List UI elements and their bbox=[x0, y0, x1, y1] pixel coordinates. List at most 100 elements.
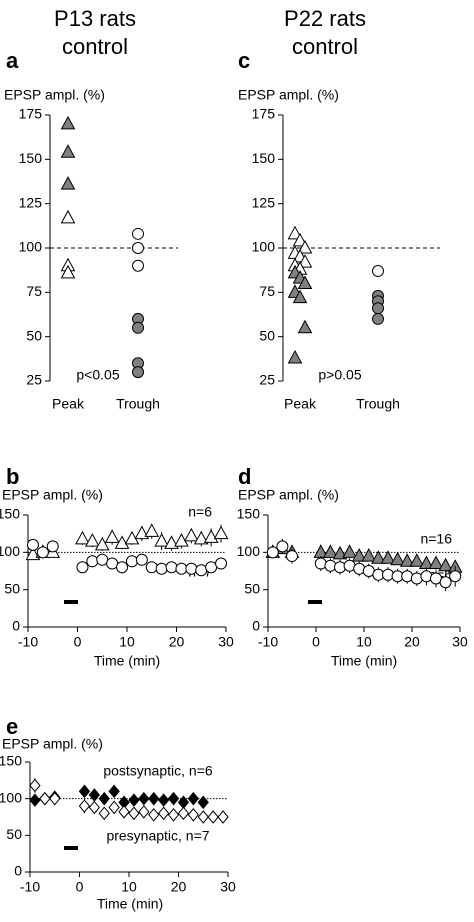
x-tick-label: 20 bbox=[404, 634, 420, 650]
point bbox=[145, 561, 158, 574]
point bbox=[29, 778, 41, 793]
point bbox=[88, 788, 101, 802]
point bbox=[207, 810, 219, 824]
point bbox=[165, 561, 178, 574]
x-tick-label: 10 bbox=[356, 634, 372, 650]
y-tick-label: 75 bbox=[26, 283, 42, 299]
y-tick-label: 175 bbox=[19, 106, 43, 122]
point bbox=[372, 302, 384, 315]
panel-label: d bbox=[238, 464, 251, 489]
point bbox=[203, 529, 219, 543]
point bbox=[98, 806, 110, 821]
point bbox=[287, 349, 303, 364]
point bbox=[157, 806, 170, 821]
y-tick-label: 50 bbox=[26, 327, 42, 343]
point bbox=[116, 561, 129, 574]
point bbox=[128, 793, 140, 807]
stimulus-bar bbox=[308, 600, 322, 604]
point bbox=[88, 800, 101, 815]
point bbox=[175, 562, 188, 575]
point bbox=[215, 557, 228, 570]
point bbox=[428, 555, 444, 570]
point bbox=[104, 529, 120, 543]
point bbox=[118, 805, 130, 819]
y-tick-label: 100 bbox=[252, 239, 276, 255]
point bbox=[60, 115, 76, 130]
point bbox=[98, 791, 110, 806]
panel-label: c bbox=[238, 48, 250, 73]
x-axis-label: Time (min) bbox=[97, 896, 163, 912]
y-tick-label: 75 bbox=[259, 283, 275, 299]
x-tick-label: 20 bbox=[171, 879, 187, 895]
y-axis-label: EPSP ampl. (%) bbox=[4, 87, 105, 103]
point bbox=[297, 275, 313, 289]
point bbox=[351, 548, 367, 562]
series-label: n=6 bbox=[188, 504, 212, 520]
x-tick-label: 0 bbox=[312, 634, 320, 650]
point bbox=[297, 254, 313, 268]
x-tick-label: 10 bbox=[121, 879, 137, 895]
y-tick-label: 150 bbox=[0, 753, 22, 769]
panel-title: P22 rats bbox=[284, 6, 366, 31]
y-tick-label: 100 bbox=[19, 239, 43, 255]
point bbox=[292, 289, 308, 304]
point bbox=[287, 225, 303, 240]
panel-label: a bbox=[6, 48, 19, 73]
point bbox=[132, 227, 144, 240]
x-axis-label: Time (min) bbox=[331, 653, 397, 669]
y-tick-label: 25 bbox=[26, 372, 42, 388]
point bbox=[108, 800, 120, 815]
point bbox=[138, 805, 150, 819]
point bbox=[372, 265, 384, 278]
x-tick-label: 10 bbox=[119, 634, 135, 650]
x-tick-label: Trough bbox=[356, 396, 400, 412]
point bbox=[96, 553, 109, 566]
point bbox=[132, 259, 144, 272]
point bbox=[128, 806, 140, 821]
y-tick-label: 50 bbox=[244, 580, 260, 596]
point bbox=[85, 533, 100, 547]
point bbox=[193, 530, 209, 545]
point bbox=[217, 810, 229, 824]
y-tick-label: 150 bbox=[252, 150, 276, 166]
x-tick-label: Peak bbox=[284, 396, 317, 412]
point bbox=[148, 808, 160, 822]
x-tick-label: 0 bbox=[74, 634, 82, 650]
x-tick-label: Trough bbox=[116, 396, 160, 412]
y-tick-label: 150 bbox=[19, 150, 43, 166]
point bbox=[76, 561, 89, 574]
point bbox=[332, 545, 348, 560]
panel-subtitle: control bbox=[292, 34, 358, 59]
point bbox=[46, 540, 59, 553]
point bbox=[94, 536, 110, 551]
series-label: presynaptic, n=7 bbox=[106, 828, 209, 844]
point bbox=[390, 551, 405, 566]
y-tick-label: 175 bbox=[252, 106, 276, 122]
x-tick-label: 30 bbox=[452, 634, 468, 650]
point bbox=[286, 550, 298, 563]
point bbox=[148, 791, 160, 806]
y-tick-label: 100 bbox=[0, 543, 20, 559]
point bbox=[78, 784, 91, 799]
point bbox=[292, 232, 308, 247]
point bbox=[449, 570, 462, 583]
x-axis-label: Time (min) bbox=[94, 653, 160, 669]
y-tick-label: 125 bbox=[252, 194, 276, 210]
y-tick-label: 150 bbox=[0, 506, 20, 522]
point bbox=[372, 312, 384, 325]
y-axis-label: EPSP ampl. (%) bbox=[238, 87, 339, 103]
y-tick-label: 0 bbox=[14, 863, 22, 879]
point bbox=[213, 525, 229, 540]
y-tick-label: 0 bbox=[252, 618, 260, 634]
y-tick-label: 50 bbox=[259, 327, 275, 343]
point bbox=[187, 791, 200, 806]
panel-label: b bbox=[6, 464, 19, 489]
point bbox=[157, 793, 170, 807]
point bbox=[155, 562, 168, 575]
y-tick-label: 100 bbox=[0, 789, 22, 805]
point bbox=[29, 793, 41, 807]
point bbox=[297, 239, 313, 254]
y-tick-label: 150 bbox=[237, 506, 261, 522]
point bbox=[132, 242, 144, 254]
point bbox=[297, 319, 313, 334]
